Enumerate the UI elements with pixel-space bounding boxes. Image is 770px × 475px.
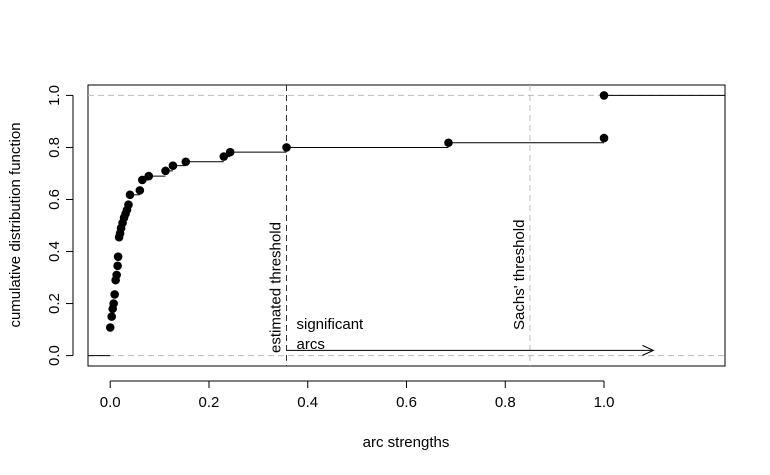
arrow-head — [642, 344, 655, 356]
ecdf-point — [144, 171, 154, 181]
plot-frame — [87, 84, 726, 367]
ecdf-point — [168, 161, 178, 170]
data-points — [105, 91, 609, 332]
ecdf-point — [225, 147, 235, 157]
significant-arcs-label-line2: arcs — [297, 336, 325, 353]
ecdf-point — [444, 138, 453, 148]
ecdf-point — [113, 261, 122, 271]
ecdf-point — [282, 143, 291, 152]
estimated-threshold-label: estimated threshold — [268, 222, 285, 353]
ecdf-point — [105, 323, 115, 332]
x-tick-label: 0.4 — [297, 394, 318, 411]
ecdf-point — [599, 133, 609, 143]
y-tick-label: 0.0 — [46, 345, 63, 366]
x-axis-label: arc strengths — [363, 434, 450, 451]
ecdf-point — [109, 299, 118, 308]
y-tick-label: 0.8 — [46, 137, 63, 158]
reference-lines — [88, 85, 725, 366]
ecdf-point — [219, 152, 229, 161]
ecdf-point — [113, 252, 123, 262]
ecdf-point — [112, 270, 121, 280]
ecdf-point — [110, 290, 119, 299]
ecdf-point — [138, 175, 147, 185]
x-tick-label: 0.8 — [495, 394, 516, 411]
ecdf-point — [135, 186, 145, 195]
sachs-threshold-label: Sachs' threshold — [511, 220, 528, 330]
y-tick-label: 1.0 — [46, 85, 63, 106]
y-tick-label: 0.6 — [46, 189, 63, 210]
x-tick-label: 1.0 — [594, 394, 615, 411]
ecdf-point — [181, 157, 191, 167]
annotations — [286, 344, 655, 356]
step-lines — [88, 94, 725, 357]
y-tick-label: 0.4 — [46, 241, 63, 262]
significant-arcs-label-line1: significant — [297, 316, 365, 333]
ecdf-point — [125, 190, 135, 200]
x-tick-label: 0.6 — [396, 394, 417, 411]
ecdf-point — [599, 91, 609, 100]
x-axis: 0.0 0.2 0.4 0.6 0.8 1.0 — [100, 380, 615, 411]
ecdf-point — [161, 166, 170, 176]
y-tick-label: 0.2 — [46, 293, 63, 314]
ecdf-point — [107, 312, 117, 321]
y-axis: 0.0 0.2 0.4 0.6 0.8 1.0 — [46, 85, 74, 366]
y-axis-label: cumulative distribution function — [7, 122, 24, 327]
ecdf-point — [124, 200, 133, 209]
x-tick-label: 0.0 — [100, 394, 121, 411]
x-tick-label: 0.2 — [199, 394, 220, 411]
